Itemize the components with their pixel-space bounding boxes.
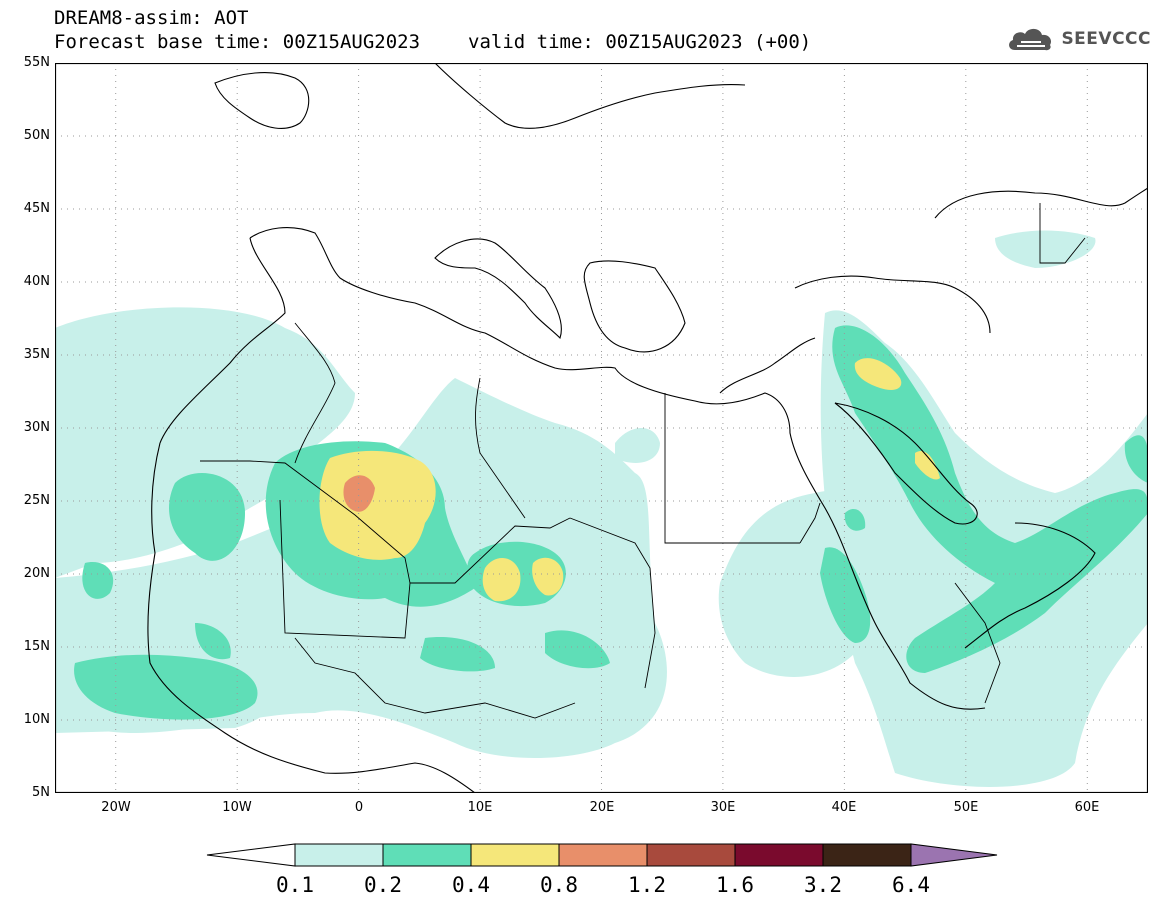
colorbar-segment xyxy=(470,843,560,867)
lat-label: 10N xyxy=(23,712,50,727)
aot-field-0.4 xyxy=(319,358,940,602)
colorbar-segment xyxy=(646,843,736,867)
logo-text: SEEVCCC xyxy=(1061,29,1151,49)
lat-label: 55N xyxy=(23,55,50,70)
aot-colorbar: 0.1 0.2 0.4 0.8 1.2 1.6 3.2 6.4 xyxy=(206,843,998,897)
lat-label: 35N xyxy=(23,347,50,362)
grid-lines xyxy=(55,63,1148,793)
country-borders xyxy=(200,203,1086,719)
colorbar-label: 0.4 xyxy=(452,873,490,897)
lon-label: 20W xyxy=(101,800,131,815)
map-title: DREAM8-assim: AOT xyxy=(54,7,249,29)
lon-label: 20E xyxy=(589,800,615,815)
colorbar-label: 0.8 xyxy=(540,873,578,897)
aot-field-0.8 xyxy=(343,475,375,512)
colorbar-segment xyxy=(822,843,912,867)
map-frame xyxy=(55,63,1148,793)
coastlines xyxy=(147,63,1148,793)
aot-map xyxy=(55,63,1148,793)
colorbar-segment xyxy=(294,843,384,867)
lon-label: 50E xyxy=(953,800,979,815)
time-line: Forecast base time: 00Z15AUG2023 valid ti… xyxy=(54,32,811,52)
lat-label: 25N xyxy=(23,493,50,508)
lat-label: 50N xyxy=(23,128,50,143)
lat-label: 30N xyxy=(23,420,50,435)
lon-label: 60E xyxy=(1074,800,1100,815)
lon-label: 10E xyxy=(467,800,493,815)
colorbar-segment xyxy=(382,843,472,867)
colorbar-label: 0.2 xyxy=(364,873,402,897)
seevccc-logo: SEEVCCC xyxy=(1005,22,1151,56)
colorbar-low-extension xyxy=(206,843,296,867)
lat-label: 45N xyxy=(23,201,50,216)
cloud-icon xyxy=(1009,28,1052,51)
lat-label: 15N xyxy=(23,639,50,654)
lon-label: 30E xyxy=(710,800,736,815)
lon-label: 10W xyxy=(222,800,252,815)
colorbar-segment xyxy=(734,843,824,867)
colorbar-high-extension xyxy=(910,843,998,867)
base-time-label: Forecast base time: 00Z15AUG2023 xyxy=(54,31,421,53)
colorbar-label: 0.1 xyxy=(276,873,314,897)
colorbar-segment xyxy=(558,843,648,867)
colorbar-label: 6.4 xyxy=(892,873,930,897)
lon-label: 0 xyxy=(354,800,364,815)
colorbar-label: 1.2 xyxy=(628,873,666,897)
colorbar-label: 3.2 xyxy=(804,873,842,897)
lat-label: 5N xyxy=(32,785,50,800)
lon-label: 40E xyxy=(831,800,857,815)
valid-time-label: valid time: 00Z15AUG2023 (+00) xyxy=(468,31,812,53)
lat-label: 20N xyxy=(23,566,50,581)
colorbar-label: 1.6 xyxy=(716,873,754,897)
lat-label: 40N xyxy=(23,274,50,289)
